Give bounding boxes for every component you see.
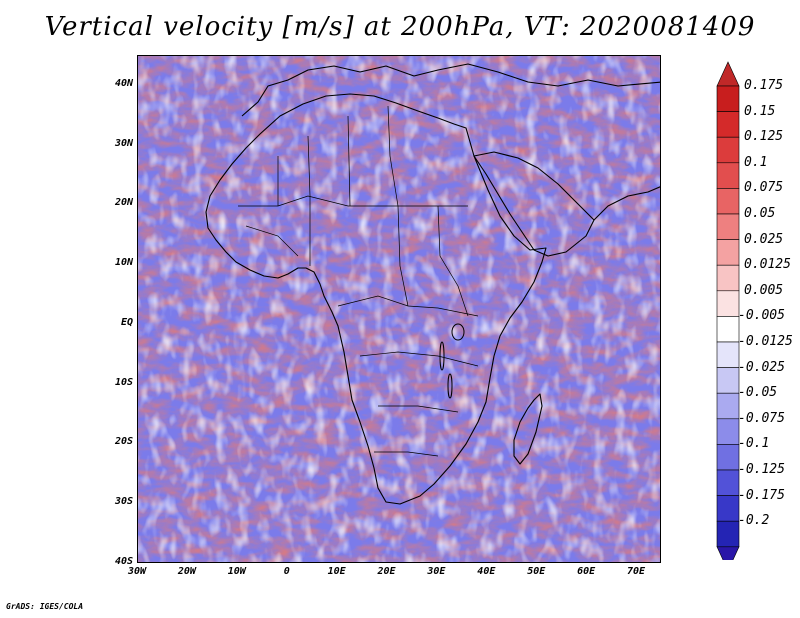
lon-tick-label: 40E [477, 566, 496, 577]
colorbar-level-label: 0.005 [744, 282, 784, 298]
colorbar-swatch [716, 392, 740, 420]
colorbar-level-label: -0.025 [738, 359, 785, 375]
colorbar-swatch [716, 520, 740, 548]
colorbar-level-label: -0.2 [738, 513, 770, 529]
colorbar-level-label: 0.025 [744, 231, 784, 247]
colorbar-swatch [716, 418, 740, 445]
colorbar-swatch [716, 469, 740, 496]
lon-tick-label: 10W [227, 566, 246, 577]
colorbar-level-label: -0.075 [738, 410, 785, 426]
colorbar-min-arrow [716, 546, 740, 560]
colorbar-level-label: -0.05 [738, 385, 778, 401]
colorbar-max-arrow [716, 61, 740, 87]
colorbar [716, 61, 740, 560]
colorbar-level-label: -0.005 [738, 308, 785, 324]
colorbar-level-label: -0.1 [738, 436, 770, 452]
colorbar-level-label: 0.175 [744, 78, 784, 93]
map-panel [137, 55, 661, 563]
colorbar-level-label: 0.15 [744, 103, 776, 119]
colorbar-swatch [716, 239, 740, 266]
lon-tick-label: 0 [283, 566, 290, 577]
colorbar-level-label: 0.1 [744, 154, 768, 170]
lat-tick-label: 40N [114, 77, 133, 89]
colorbar-swatch [716, 136, 740, 164]
country-borders [238, 105, 479, 457]
colorbar-swatch [716, 341, 740, 368]
colorbar-swatch [716, 367, 740, 394]
lat-tick-label: 40S [114, 556, 133, 567]
colorbar-level-label: 0.0125 [744, 257, 791, 273]
grads-credit: GrADS: IGES/COLA [6, 602, 84, 611]
velocity-field-map [138, 56, 660, 562]
colorbar-swatch [716, 162, 740, 189]
madagascar-coastline [513, 393, 543, 465]
colorbar-swatch [716, 444, 740, 471]
europe-coastline [241, 63, 660, 117]
colorbar-swatch [716, 316, 740, 343]
lat-tick-label: 20S [114, 436, 133, 448]
lon-tick-label: 10E [327, 566, 346, 577]
lon-tick-label: 60E [577, 566, 596, 577]
lat-tick-label: 10N [114, 257, 133, 269]
colorbar-level-label: -0.175 [738, 487, 785, 503]
lon-tick-label: 30E [427, 566, 446, 577]
arabian-peninsula-coastline [473, 151, 595, 257]
lat-tick-label: 10S [114, 376, 133, 388]
coastlines [205, 63, 660, 505]
asia-coastline [593, 186, 660, 221]
colorbar-level-label: 0.075 [744, 180, 784, 196]
lat-tick-label: 30S [114, 496, 133, 508]
lon-tick-label: 50E [527, 566, 546, 577]
lat-tick-label: 20N [114, 197, 133, 209]
neutral-motion-texture [138, 56, 660, 562]
colorbar-swatch [716, 213, 740, 240]
colorbar-swatch [716, 111, 740, 138]
colorbar-swatch [716, 290, 740, 317]
lat-tick-label: EQ [120, 316, 133, 328]
colorbar-swatch [716, 264, 740, 292]
colorbar-swatch [716, 495, 740, 522]
lon-tick-label: 70E [627, 566, 646, 577]
lon-tick-label: 30W [127, 566, 147, 577]
map-title: Vertical velocity [m/s] at 200hPa, VT: 2… [44, 12, 756, 42]
colorbar-swatch [716, 85, 740, 112]
lon-tick-label: 20W [177, 566, 196, 577]
colorbar-level-label: -0.0125 [738, 334, 793, 349]
colorbar-level-label: -0.125 [738, 462, 785, 477]
colorbar-level-label: 0.125 [744, 129, 784, 145]
lat-tick-label: 30N [114, 137, 133, 149]
colorbar-level-label: 0.05 [744, 206, 776, 221]
colorbar-swatch [716, 188, 740, 215]
lon-tick-label: 20E [377, 566, 396, 577]
africa-coastline [205, 93, 547, 505]
lakes [439, 323, 465, 399]
